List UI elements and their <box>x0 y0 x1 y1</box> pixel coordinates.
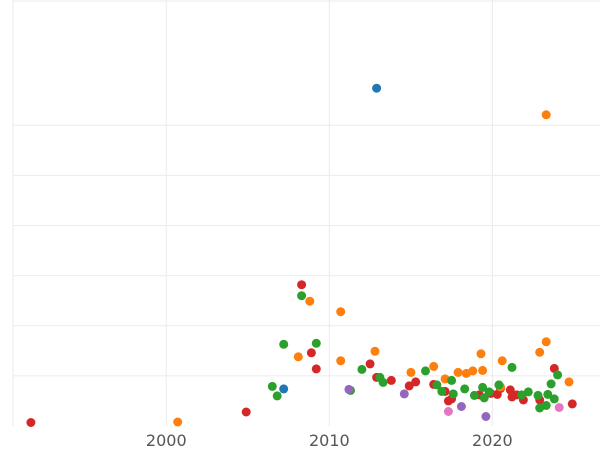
data-point <box>386 375 396 385</box>
data-point <box>497 356 507 366</box>
data-point <box>494 380 504 390</box>
data-point <box>554 403 564 412</box>
data-point <box>505 385 515 395</box>
data-point <box>279 339 289 349</box>
data-point <box>357 364 367 374</box>
data-point <box>406 367 416 377</box>
data-point <box>336 356 346 366</box>
data-point <box>460 384 470 394</box>
x-tick-label: 2010 <box>309 431 350 450</box>
data-point <box>311 338 321 348</box>
data-point <box>429 361 439 371</box>
labels-layer: 2000 2010 2020 <box>146 431 513 450</box>
data-point <box>535 347 545 357</box>
data-point <box>399 389 409 399</box>
data-point <box>453 367 463 377</box>
data-point <box>456 402 466 411</box>
data-point <box>448 389 458 399</box>
data-point <box>378 377 388 387</box>
data-point <box>546 379 556 389</box>
data-point <box>311 364 321 374</box>
data-point <box>523 387 533 397</box>
data-point <box>411 377 421 387</box>
data-point <box>553 370 563 380</box>
data-point <box>344 384 354 394</box>
data-point <box>543 389 553 399</box>
data-point <box>370 346 380 356</box>
data-point <box>432 380 442 390</box>
points-layer <box>26 83 577 427</box>
data-point <box>476 349 486 359</box>
data-point <box>541 401 551 410</box>
data-point <box>447 375 457 385</box>
data-point <box>533 390 543 400</box>
data-point <box>541 337 551 347</box>
data-point <box>481 412 491 421</box>
data-point <box>372 83 382 93</box>
data-point <box>421 366 430 376</box>
data-point <box>336 307 346 317</box>
data-point <box>267 381 277 391</box>
data-point <box>549 394 559 404</box>
x-tick-label: 2000 <box>146 431 187 450</box>
data-point <box>297 280 307 290</box>
data-point <box>443 407 453 416</box>
data-point <box>507 362 517 372</box>
data-point <box>241 407 251 417</box>
data-point <box>365 359 375 369</box>
x-tick-label: 2020 <box>472 431 513 450</box>
data-point <box>279 384 289 394</box>
data-point <box>272 391 282 401</box>
data-point <box>437 386 447 396</box>
data-point <box>478 365 488 375</box>
data-point <box>468 366 478 376</box>
data-point <box>541 110 551 120</box>
grid-layer <box>12 0 600 426</box>
data-point <box>404 381 414 391</box>
data-point <box>173 417 183 427</box>
data-point <box>564 377 574 387</box>
data-point <box>293 352 303 362</box>
data-point <box>479 393 489 403</box>
data-point <box>567 399 577 409</box>
data-point <box>469 390 479 400</box>
data-point <box>26 418 36 427</box>
data-point <box>305 296 315 306</box>
data-point <box>484 387 494 397</box>
data-point <box>478 382 488 392</box>
data-point <box>306 348 316 358</box>
data-point <box>297 291 307 301</box>
